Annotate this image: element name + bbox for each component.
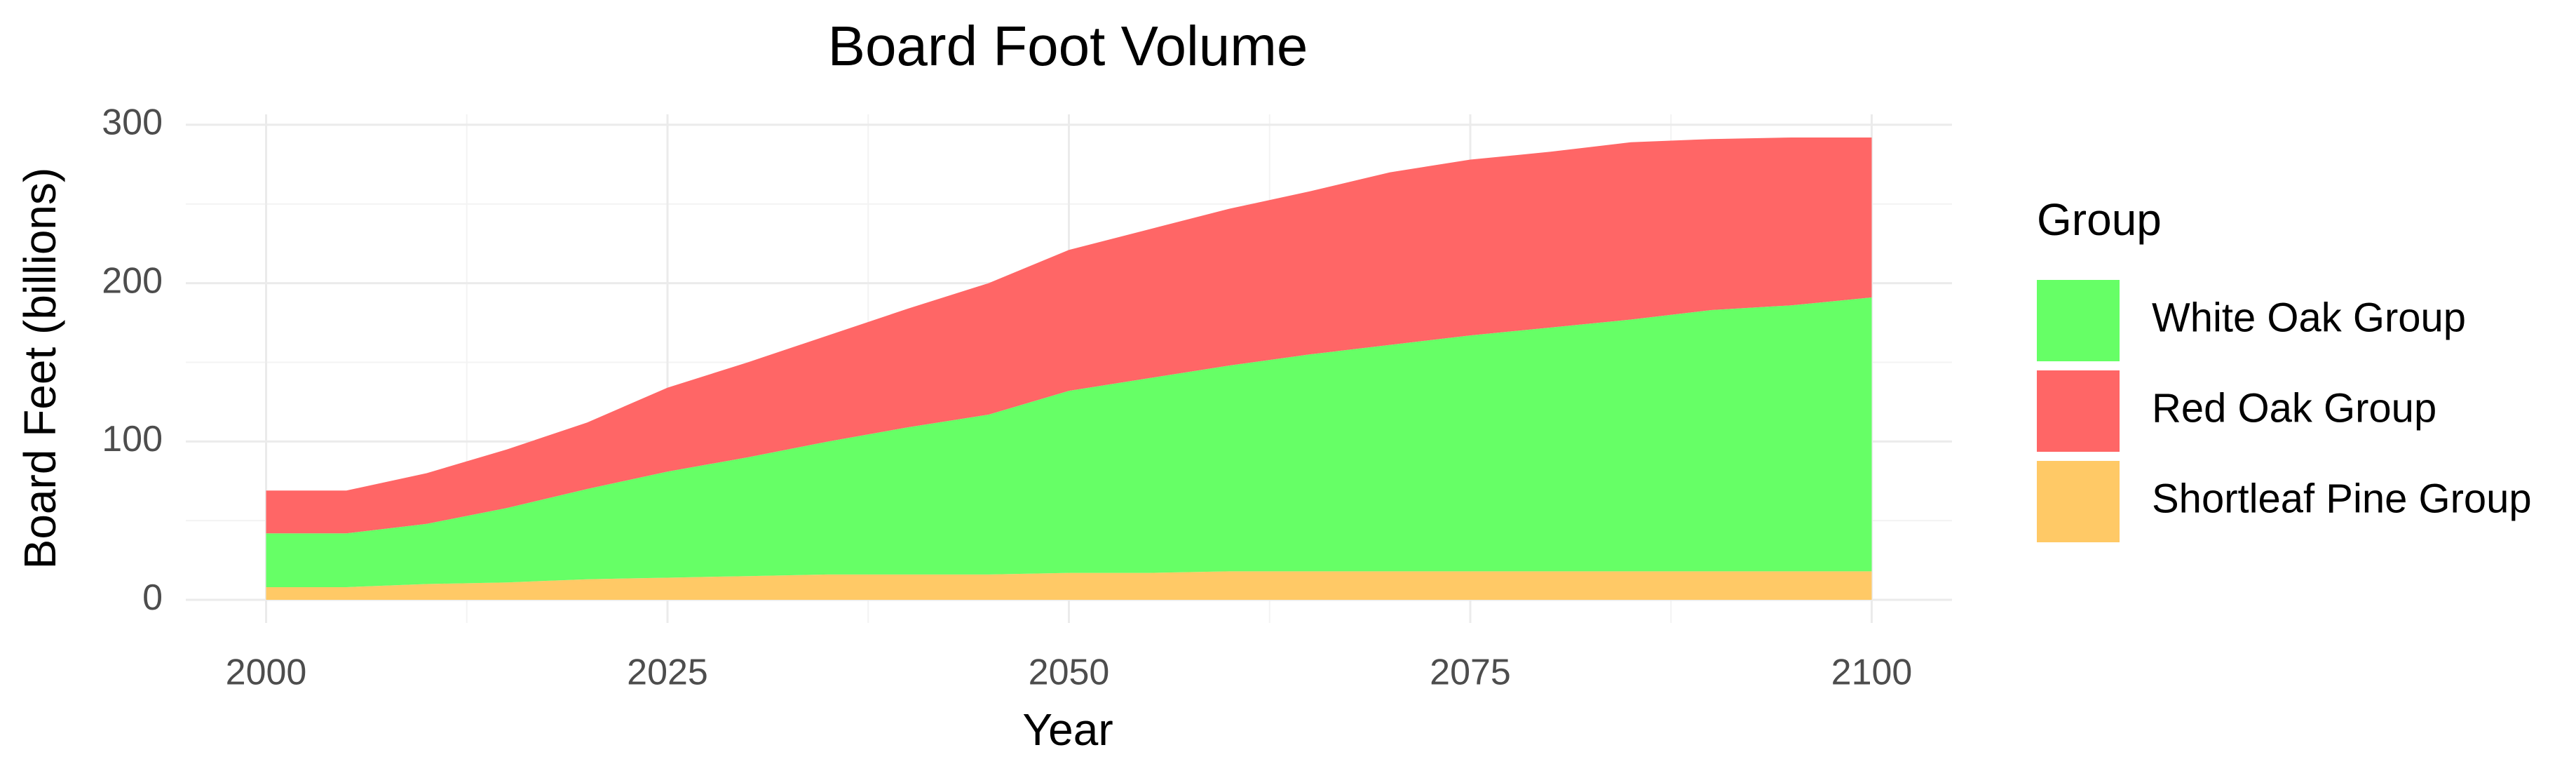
legend-label: White Oak Group <box>2152 295 2466 340</box>
legend-label: Red Oak Group <box>2152 385 2436 431</box>
x-tick-label: 2000 <box>226 652 307 693</box>
x-tick-label: 2050 <box>1029 652 1110 693</box>
chart-title: Board Foot Volume <box>828 15 1308 77</box>
area <box>266 571 1872 601</box>
area <box>266 137 1872 534</box>
legend-swatch <box>2037 370 2120 452</box>
x-tick-label: 2075 <box>1430 652 1511 693</box>
x-tick-label: 2100 <box>1831 652 1913 693</box>
y-tick-label: 300 <box>102 102 163 143</box>
legend-label: Shortleaf Pine Group <box>2152 476 2532 521</box>
y-tick-label: 200 <box>102 260 163 301</box>
y-axis-title: Board Feet (billions) <box>15 168 65 570</box>
y-tick-label: 0 <box>142 577 163 618</box>
legend-title: Group <box>2037 194 2162 245</box>
x-tick-label: 2025 <box>627 652 708 693</box>
legend-swatch <box>2037 280 2120 361</box>
y-tick-label: 100 <box>102 419 163 460</box>
area <box>266 297 1872 587</box>
x-axis-title: Year <box>1022 704 1113 755</box>
legend-swatch <box>2037 461 2120 542</box>
